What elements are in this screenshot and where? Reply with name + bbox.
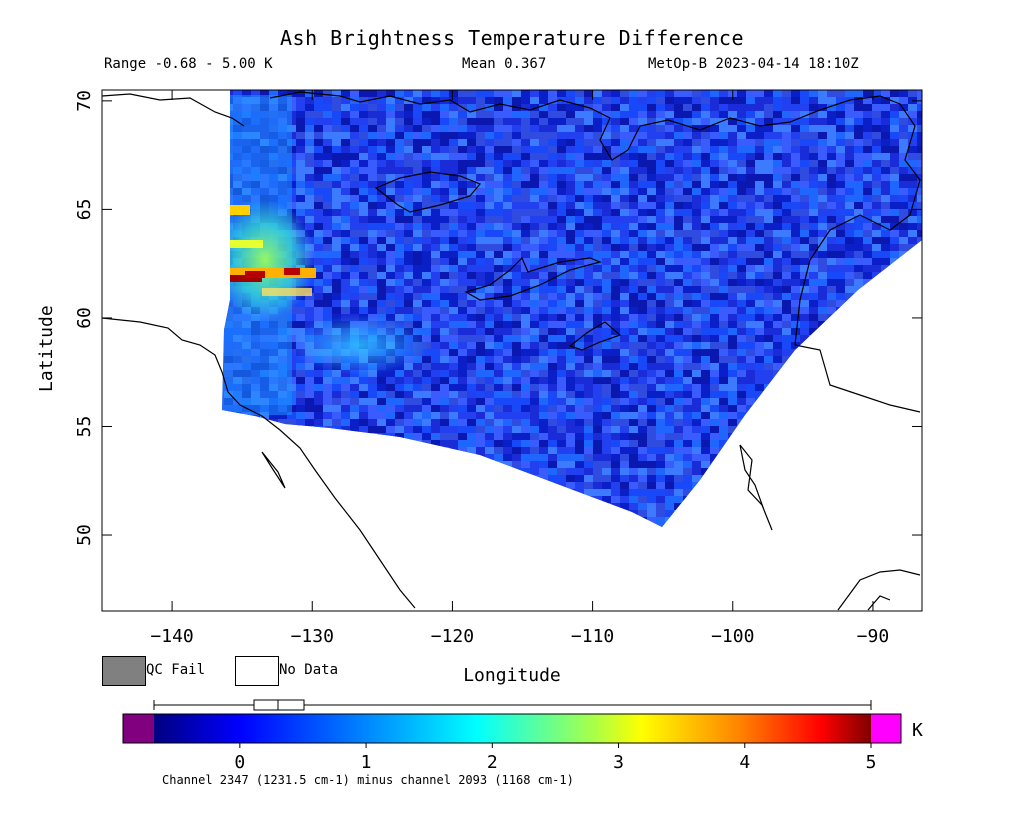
- lat-tick-label: 55: [74, 416, 95, 438]
- lon-tick-label: −130: [291, 626, 334, 647]
- mean-label: Mean 0.367: [462, 56, 547, 72]
- lat-tick-label: 50: [74, 524, 95, 546]
- lon-tick-label: −90: [857, 626, 890, 647]
- coastline: [102, 91, 921, 611]
- no-data-label: No Data: [279, 662, 339, 678]
- colorbar-note: Channel 2347 (1231.5 cm-1) minus channel…: [162, 773, 574, 787]
- lon-tick-label: −140: [150, 626, 193, 647]
- lat-tick-label: 70: [74, 90, 95, 112]
- colorbar-tick-label: 3: [613, 752, 624, 773]
- chart-title: Ash Brightness Temperature Difference: [279, 26, 745, 50]
- qc-fail-swatch: [102, 656, 146, 686]
- axis-ticks: 70 65 60 55 50 −140 −130 −120 −110 −100 −90: [74, 90, 922, 647]
- colorbar-gradient: [154, 714, 871, 743]
- qc-fail-label: QC Fail: [146, 662, 206, 678]
- data-swath: [222, 90, 922, 527]
- colorbar-over: [871, 714, 901, 743]
- source-label: MetOp-B 2023-04-14 18:10Z: [648, 56, 859, 72]
- colorbar-ticks: 0 1 2 3 4 5: [234, 743, 876, 773]
- colorbar-tick-label: 1: [361, 752, 372, 773]
- colorbar-tick-label: 2: [487, 752, 498, 773]
- lat-tick-label: 60: [74, 307, 95, 329]
- colorbar-tick-label: 4: [739, 752, 750, 773]
- lon-tick-label: −120: [431, 626, 474, 647]
- colorbar-under: [123, 714, 154, 743]
- colorbar: [122, 699, 902, 744]
- lat-tick-label: 65: [74, 199, 95, 221]
- lon-tick-label: −100: [711, 626, 754, 647]
- x-axis-title: Longitude: [463, 665, 561, 686]
- lon-tick-label: −110: [571, 626, 614, 647]
- colorbar-unit: K: [912, 720, 923, 741]
- no-data-swatch: [235, 656, 279, 686]
- colorbar-tick-label: 5: [866, 752, 877, 773]
- colorbar-tick-label: 0: [234, 752, 245, 773]
- plot-frame: [101, 89, 923, 612]
- range-label: Range -0.68 - 5.00 K: [104, 56, 273, 72]
- distribution-box: [253, 699, 305, 711]
